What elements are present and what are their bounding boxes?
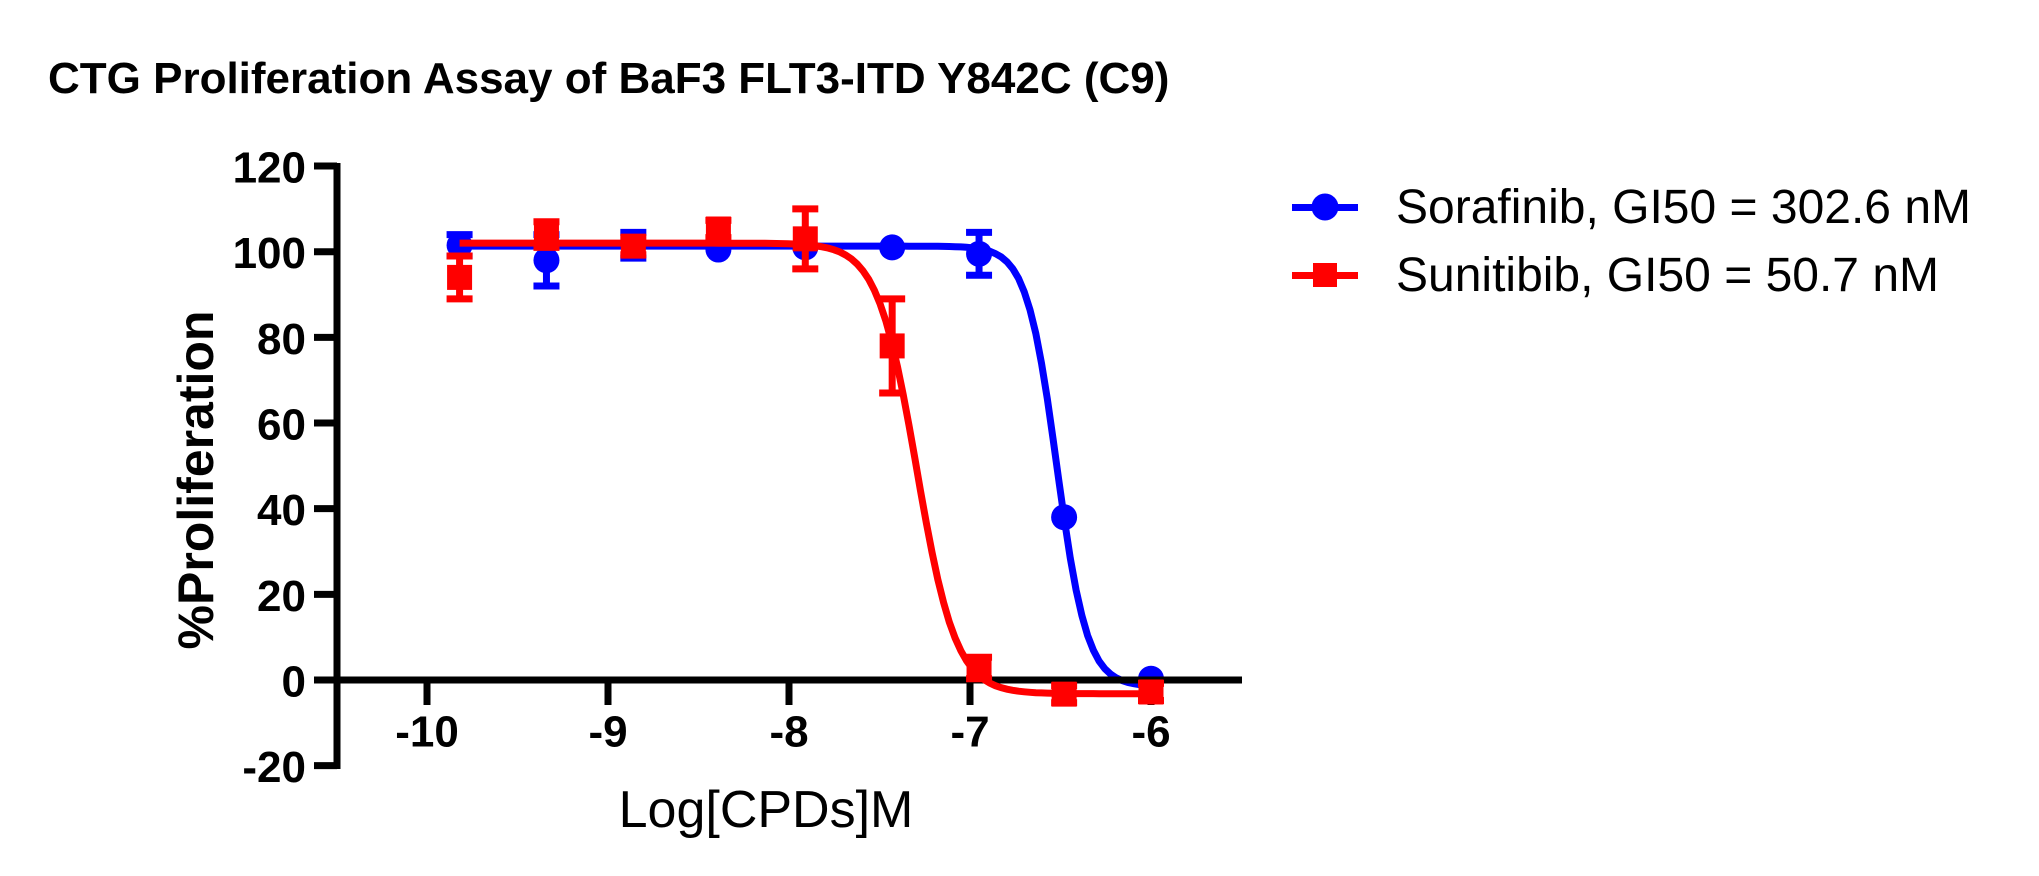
- svg-text:-7: -7: [950, 708, 989, 757]
- svg-text:20: 20: [257, 572, 306, 621]
- svg-text:-10: -10: [395, 708, 459, 757]
- y-axis-label: %Proliferation: [168, 310, 224, 650]
- svg-text:120: 120: [233, 144, 306, 193]
- legend-marker-circle-icon: [1292, 173, 1358, 241]
- svg-text:-8: -8: [769, 708, 808, 757]
- svg-text:60: 60: [257, 401, 306, 450]
- legend: Sorafinib, GI50 = 302.6 nM Sunitibib, GI…: [1292, 173, 1971, 309]
- svg-text:-9: -9: [588, 708, 627, 757]
- svg-text:-20: -20: [242, 743, 306, 792]
- svg-text:-6: -6: [1131, 708, 1170, 757]
- series-sorafinib: [446, 228, 1164, 692]
- legend-label-sorafinib: Sorafinib, GI50 = 302.6 nM: [1396, 180, 1972, 234]
- svg-text:0: 0: [282, 658, 306, 707]
- svg-text:100: 100: [233, 229, 306, 278]
- chart-title: CTG Proliferation Assay of BaF3 FLT3-ITD…: [48, 54, 1170, 103]
- legend-item-sunitibib: Sunitibib, GI50 = 50.7 nM: [1292, 241, 1971, 309]
- series-sunitibib: [446, 205, 1164, 707]
- svg-text:80: 80: [257, 315, 306, 364]
- x-axis-label: Log[CPDs]M: [618, 781, 914, 839]
- legend-marker-square-icon: [1292, 241, 1358, 309]
- legend-label-sunitibib: Sunitibib, GI50 = 50.7 nM: [1396, 248, 1939, 302]
- svg-text:40: 40: [257, 486, 306, 535]
- legend-item-sorafinib: Sorafinib, GI50 = 302.6 nM: [1292, 173, 1971, 241]
